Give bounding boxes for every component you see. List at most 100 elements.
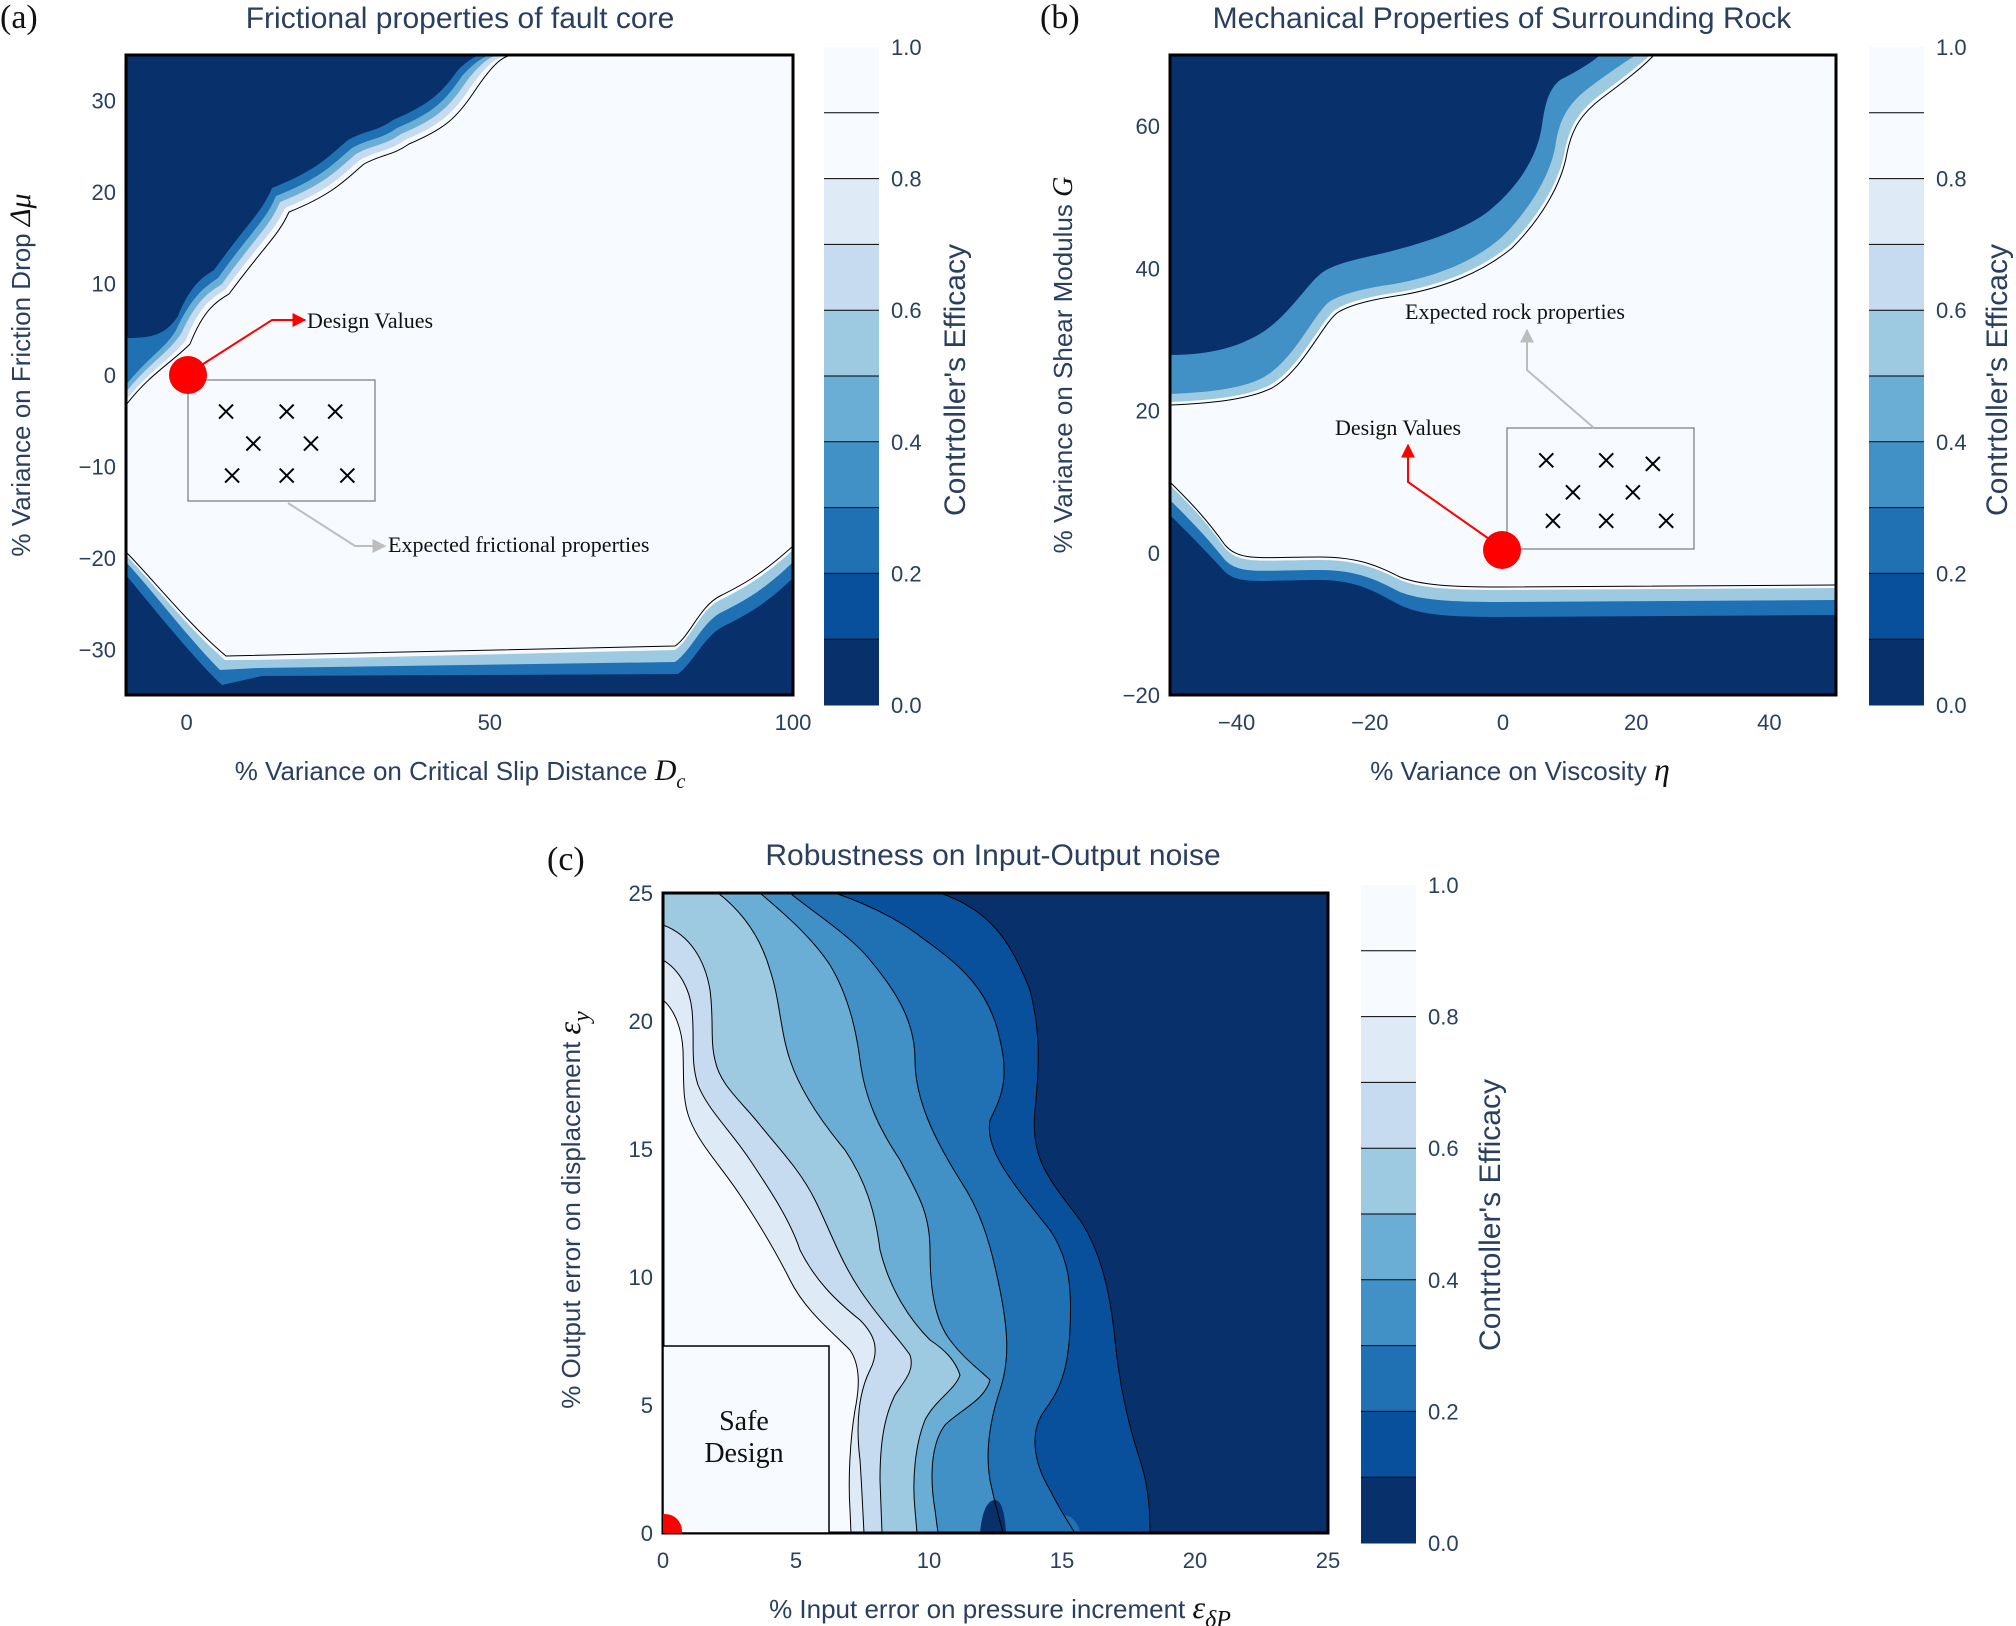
- panel-b-colorbar: 0.0 0.2 0.4 0.6 0.8 1.0: [1869, 35, 1967, 718]
- colorbar-tick-label: 0.8: [1428, 1005, 1459, 1030]
- panel-a-expected-box: [187, 379, 376, 502]
- colorbar-band: [1361, 950, 1416, 1018]
- x-tick-label: 0: [1497, 710, 1509, 735]
- colorbar-band: [1361, 1082, 1416, 1149]
- colorbar-band: [1869, 112, 1924, 180]
- expected-sample-marker: [1658, 513, 1674, 529]
- colorbar-tick-label: 0.0: [1936, 693, 1967, 718]
- panel-a-samples: [218, 403, 356, 484]
- y-tick-label: −10: [79, 454, 116, 479]
- panel-c-safe-design-box: [662, 1345, 830, 1534]
- panel-c-safe-label-2: Design: [704, 1438, 783, 1469]
- colorbar-tick-label: 0.4: [1936, 430, 1967, 455]
- panel-b: (b) Mechanical Properties of Surrounding…: [1040, 0, 2014, 787]
- panel-b-samples: [1538, 452, 1674, 529]
- y-tick-label: 60: [1136, 114, 1160, 139]
- colorbar-tick-label: 0.8: [1936, 167, 1967, 192]
- colorbar-band: [1361, 1148, 1416, 1215]
- y-tick-label: 10: [629, 1265, 653, 1290]
- colorbar-band: [1361, 1016, 1416, 1083]
- colorbar-band: [1869, 639, 1924, 706]
- panel-a-expected-label: Expected frictional properties: [388, 532, 649, 557]
- panel-a-band-4: [126, 55, 482, 338]
- x-tick-label: 20: [1624, 710, 1648, 735]
- x-tick-label: 20: [1183, 1548, 1207, 1573]
- panel-b-contour-line: [1170, 55, 1655, 406]
- x-tick-label: 15: [1050, 1548, 1074, 1573]
- expected-sample-marker: [339, 467, 356, 484]
- panel-c-y-ticks: 0 5 10 15 20 25: [629, 881, 653, 1546]
- panel-b-band-3: [1170, 55, 1600, 355]
- panel-b-colorbar-label: Contrtoller's Efficacy: [1981, 244, 2014, 516]
- panel-a-bottom-band-1: [126, 550, 793, 695]
- colorbar-tick-label: 1.0: [1936, 35, 1967, 60]
- panel-a-letter: (a): [0, 0, 38, 36]
- panel-a-contour-line: [126, 55, 515, 406]
- colorbar-band: [1869, 376, 1924, 443]
- y-tick-label: 5: [641, 1393, 653, 1418]
- panel-c-design-point: [663, 1514, 682, 1533]
- panel-c-contour-line: [759, 893, 991, 1533]
- panel-a-x-axis-label: % Variance on Critical Slip Distance Dc: [235, 754, 686, 793]
- panel-a: (a) Frictional properties of fault core …: [0, 0, 972, 793]
- colorbar-band: [1361, 1477, 1416, 1544]
- colorbar-tick-label: 0.0: [1428, 1531, 1459, 1556]
- x-tick-label: 0: [657, 1548, 669, 1573]
- colorbar-tick-label: 0.4: [891, 430, 922, 455]
- y-tick-label: 10: [92, 272, 116, 297]
- panel-b-design-arrow: [1401, 443, 1493, 542]
- colorbar-tick-label: 0.6: [1428, 1136, 1459, 1161]
- x-tick-label: 5: [790, 1548, 802, 1573]
- expected-sample-marker: [1565, 484, 1581, 501]
- expected-sample-marker: [1545, 513, 1561, 529]
- panel-c-contour-line: [789, 893, 1008, 1533]
- colorbar-band: [824, 310, 879, 377]
- expected-sample-marker: [1538, 452, 1554, 469]
- y-tick-label: 0: [1148, 541, 1160, 566]
- colorbar-band: [1869, 244, 1924, 311]
- x-tick-label: 50: [478, 710, 502, 735]
- colorbar-band: [1361, 1214, 1416, 1281]
- expected-sample-marker: [1645, 456, 1661, 472]
- panel-b-frame: [1168, 53, 1838, 697]
- expected-sample-marker: [327, 403, 343, 420]
- colorbar-band: [1869, 507, 1924, 574]
- x-tick-label: −20: [1351, 710, 1388, 735]
- colorbar-band: [1361, 1411, 1416, 1478]
- colorbar-tick-label: 0.4: [1428, 1268, 1459, 1293]
- x-tick-label: 40: [1757, 710, 1781, 735]
- expected-sample-marker: [278, 467, 295, 484]
- panel-a-contour: [126, 55, 793, 695]
- colorbar-band: [1361, 1345, 1416, 1412]
- panel-a-bottom-region: [126, 575, 793, 695]
- panel-a-x-ticks: 0 50 100: [181, 710, 812, 735]
- panel-b-x-axis-label: % Variance on Viscosity η: [1370, 751, 1670, 787]
- y-tick-label: 20: [1136, 399, 1160, 424]
- expected-sample-marker: [1598, 452, 1614, 469]
- colorbar-tick-label: 0.8: [891, 167, 922, 192]
- colorbar-tick-label: 1.0: [891, 35, 922, 60]
- panel-b-y-axis-label: % Variance on Shear Modulus G: [1048, 177, 1079, 554]
- panel-a-design-arrow: [199, 313, 307, 367]
- x-tick-label: 25: [1316, 1548, 1340, 1573]
- expected-sample-marker: [278, 403, 295, 420]
- colorbar-band: [824, 178, 879, 245]
- panel-c-letter: (c): [547, 841, 585, 878]
- panel-c-safe-label-1: Safe: [719, 1406, 769, 1437]
- panel-b-y-ticks: −20 0 20 40 60: [1123, 114, 1160, 708]
- panel-c-contour-line: [663, 924, 912, 1533]
- expected-sample-marker: [1598, 513, 1614, 529]
- panel-c-frame: [661, 891, 1330, 1535]
- expected-sample-marker: [224, 467, 240, 484]
- panel-b-design-label: Design Values: [1335, 415, 1461, 440]
- colorbar-band: [1869, 178, 1924, 245]
- colorbar-band: [824, 573, 879, 640]
- panel-b-contour: [1170, 55, 1836, 695]
- panel-c-x-ticks: 0 5 10 15 20 25: [657, 1548, 1340, 1573]
- colorbar-tick-label: 1.0: [1428, 873, 1459, 898]
- x-tick-label: 100: [775, 710, 812, 735]
- panel-c-contour-line: [717, 893, 961, 1533]
- colorbar-band: [824, 376, 879, 443]
- expected-sample-marker: [1625, 484, 1641, 501]
